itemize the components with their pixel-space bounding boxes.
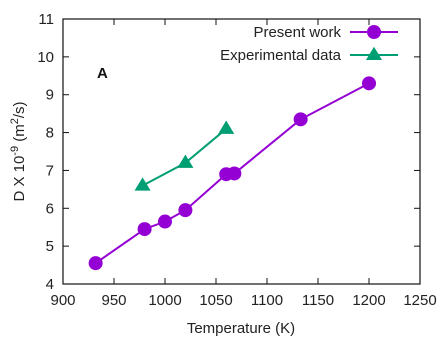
data-point-present-work xyxy=(88,256,103,271)
x-tick-label: 1000 xyxy=(148,292,181,309)
y-tick-label: 6 xyxy=(46,200,54,217)
data-point-present-work xyxy=(227,166,242,181)
y-tick-label: 10 xyxy=(37,49,54,66)
x-axis-title: Temperature (K) xyxy=(187,320,295,337)
legend-label-experimental-data: Experimental data xyxy=(220,47,342,64)
legend-label-present-work: Present work xyxy=(253,24,341,41)
series-experimental-data xyxy=(134,120,235,191)
data-point-present-work xyxy=(137,222,152,237)
x-tick-label: 1200 xyxy=(352,292,385,309)
y-axis-title-units-open: (m xyxy=(11,124,28,146)
series-present-work xyxy=(88,76,376,271)
axis-ticks: 900 950 1000 1050 1100 1150 1200 1250 4 5 6 7 8 9 10 11 xyxy=(37,11,436,309)
x-tick-label: 900 xyxy=(50,292,75,309)
data-point-experimental-data xyxy=(218,120,235,134)
y-tick-label: 5 xyxy=(46,238,54,255)
y-tick-label: 11 xyxy=(38,11,54,28)
x-tick-label: 1050 xyxy=(199,292,232,309)
y-axis-title-units-sup: 2 xyxy=(9,118,21,124)
y-axis-title-units-close: /s) xyxy=(11,101,28,118)
panel-label: A xyxy=(97,65,108,82)
y-tick-label: 4 xyxy=(46,276,54,293)
legend-marker-experimental-data xyxy=(365,46,383,61)
data-point-experimental-data xyxy=(177,154,194,168)
y-axis-title-exponent: -9 xyxy=(9,146,21,156)
y-axis-title-main: D X 10 xyxy=(11,156,28,202)
plot-frame xyxy=(62,18,421,285)
x-tick-label: 1100 xyxy=(251,292,283,309)
y-tick-label: 8 xyxy=(46,125,54,142)
data-series xyxy=(88,76,376,271)
y-axis-title: D X 10-9 (m2/s) xyxy=(9,101,28,201)
y-tick-label: 9 xyxy=(46,87,54,104)
x-tick-label: 1150 xyxy=(302,292,334,309)
data-point-present-work xyxy=(293,112,308,127)
legend: Present work Experimental data xyxy=(220,24,398,64)
data-point-experimental-data xyxy=(134,177,151,191)
legend-marker-present-work xyxy=(367,25,381,39)
x-tick-label: 950 xyxy=(101,292,126,309)
data-point-present-work xyxy=(362,76,376,91)
y-tick-label: 7 xyxy=(46,162,54,179)
data-point-present-work xyxy=(158,214,172,229)
x-tick-label: 1250 xyxy=(403,292,436,309)
axes xyxy=(62,18,421,285)
data-point-present-work xyxy=(178,203,193,218)
